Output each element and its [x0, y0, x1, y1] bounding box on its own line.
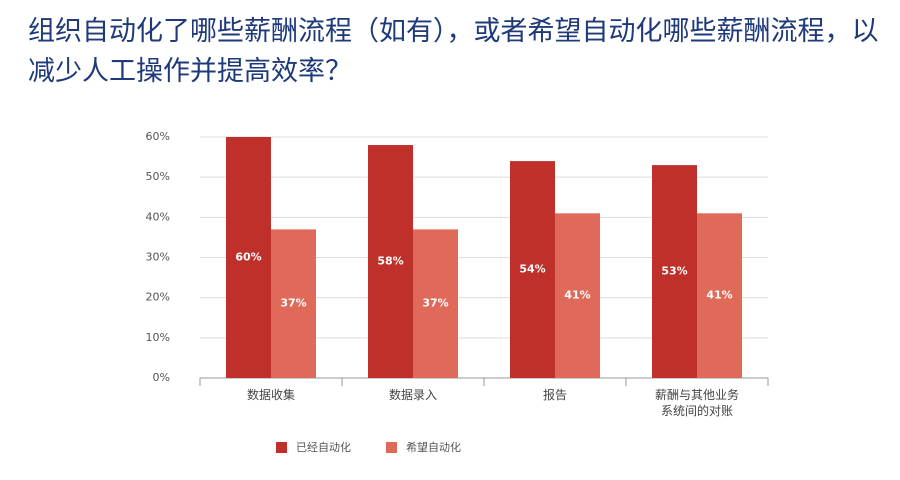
value-label: 60%: [235, 251, 261, 264]
legend-swatch: [386, 442, 397, 453]
legend-label: 已经自动化: [296, 440, 351, 454]
bar: [413, 229, 458, 378]
y-tick-label: 50%: [146, 170, 170, 183]
y-tick-label: 30%: [146, 251, 170, 264]
y-tick-label: 20%: [146, 291, 170, 304]
value-label: 37%: [422, 297, 448, 310]
legend-swatch: [276, 442, 287, 453]
bar: [510, 161, 555, 378]
x-tick-label: 薪酬与其他业务系统间的对账: [654, 388, 739, 418]
x-tick-label: 数据收集: [246, 388, 295, 402]
bar: [271, 229, 316, 378]
y-tick-label: 60%: [146, 130, 170, 143]
value-label: 54%: [519, 263, 545, 276]
bar: [226, 137, 271, 378]
value-label: 53%: [661, 265, 687, 278]
x-tick-label: 数据录入: [388, 388, 437, 402]
value-label: 41%: [564, 289, 590, 302]
x-tick-label: 报告: [542, 388, 567, 402]
value-label: 37%: [280, 297, 306, 310]
value-label: 41%: [706, 289, 732, 302]
value-label: 58%: [377, 255, 403, 268]
chart-title: 组织自动化了哪些薪酬流程（如有），或者希望自动化哪些薪酬流程，以减少人工操作并提…: [28, 16, 879, 87]
y-tick-label: 10%: [146, 331, 170, 344]
bar: [368, 145, 413, 378]
bar: [555, 213, 600, 378]
y-tick-label: 40%: [146, 210, 170, 223]
legend-label: 希望自动化: [406, 440, 461, 454]
bar: [652, 165, 697, 378]
y-tick-label: 0%: [153, 371, 170, 384]
bar: [697, 213, 742, 378]
